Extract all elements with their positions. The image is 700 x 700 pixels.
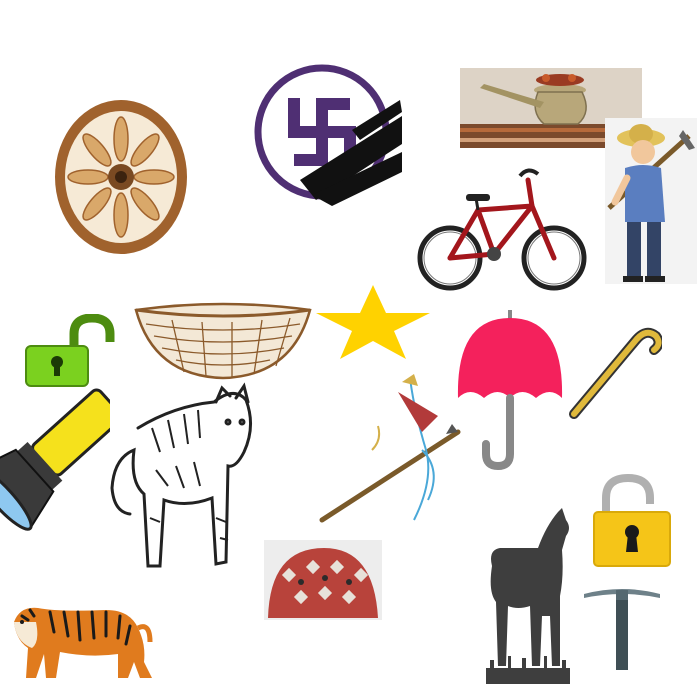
- umbrella-icon: [456, 306, 564, 472]
- tiger-icon: [10, 592, 154, 682]
- swastika-icon: [252, 60, 404, 210]
- spear-icon: [318, 370, 464, 530]
- padlock-open-icon: [22, 314, 118, 388]
- cane-icon: [566, 324, 662, 420]
- flashlight-icon: [0, 384, 110, 534]
- goat-icon: [478, 506, 574, 686]
- bicycle-icon: [416, 154, 588, 294]
- padlock-open-icon: [592, 470, 672, 568]
- tiger-outline-icon: [104, 378, 256, 574]
- farmer-icon: [605, 118, 697, 284]
- basket-icon: [132, 300, 314, 380]
- dharma-wheel-icon: [50, 96, 192, 258]
- pickaxe-icon: [582, 584, 662, 672]
- cap-icon: [264, 540, 382, 620]
- star-icon: [314, 283, 432, 361]
